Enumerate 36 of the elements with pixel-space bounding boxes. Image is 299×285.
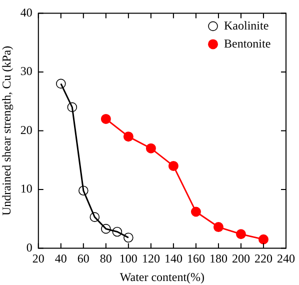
x-tick-label: 60: [77, 252, 90, 266]
y-axis-title: Undrained shear strength, Cu (kPa): [0, 46, 14, 216]
x-tick-label: 140: [164, 252, 182, 266]
point: [146, 143, 156, 154]
x-tick-label: 100: [119, 252, 138, 266]
point: [258, 234, 268, 244]
y-tick-label: 30: [20, 64, 32, 78]
x-tick-label: 40: [54, 252, 67, 266]
point: [168, 160, 178, 171]
point: [124, 232, 134, 243]
legend-label: Kaolinite: [224, 18, 269, 32]
y-tick-label: 40: [20, 5, 32, 20]
point: [112, 226, 122, 237]
x-tick-label: 220: [254, 252, 272, 266]
x-tick-label: 200: [232, 252, 250, 266]
x-tick-label: 80: [100, 252, 112, 266]
y-tick-label: 20: [20, 122, 32, 137]
x-tick-label: 120: [142, 252, 160, 266]
y-tick-label: 0: [26, 240, 32, 254]
point: [101, 224, 111, 234]
x-tick-label: 240: [277, 252, 295, 266]
point: [78, 186, 88, 196]
point: [190, 206, 201, 217]
point: [123, 132, 134, 142]
point: [67, 102, 78, 112]
point: [100, 114, 111, 124]
point: [90, 212, 100, 222]
point: [236, 229, 246, 240]
legend-label: Bentonite: [224, 36, 271, 50]
point: [213, 222, 224, 232]
x-tick-label: 20: [32, 252, 44, 266]
x-tick-label: 180: [209, 252, 228, 266]
x-axis-title: Water content(%): [120, 270, 205, 284]
point: [56, 78, 66, 89]
y-tick-label: 10: [20, 182, 32, 196]
x-tick-label: 160: [186, 252, 205, 266]
